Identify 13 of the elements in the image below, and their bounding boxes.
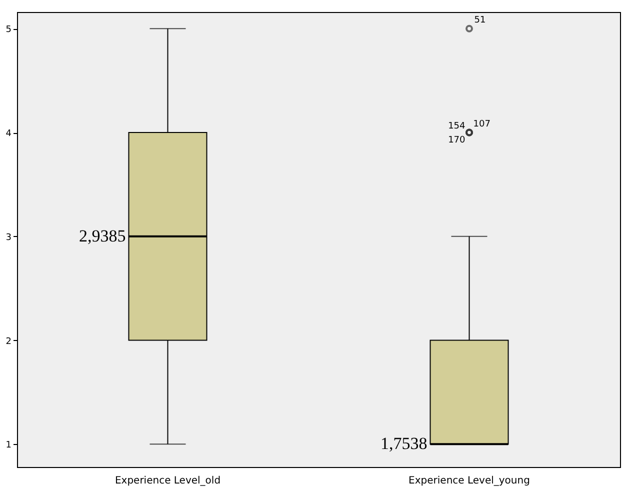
y-tick-label: 3 xyxy=(6,232,12,243)
x-tick-label: Experience Level_old xyxy=(114,476,221,486)
y-tick-label: 5 xyxy=(6,25,12,36)
annotation: 107 xyxy=(473,120,490,130)
annotation: 51 xyxy=(474,16,486,26)
annotation: 2,9385 xyxy=(79,226,126,246)
y-tick-label: 4 xyxy=(6,129,12,139)
y-tick-label: 2 xyxy=(6,336,12,347)
x-tick-label: Experience Level_young xyxy=(408,476,530,486)
annotation: 1,7538 xyxy=(380,434,428,454)
y-tick-label: 1 xyxy=(6,440,12,451)
annotation: 170 xyxy=(448,136,466,146)
annotation: 154 xyxy=(448,122,466,132)
